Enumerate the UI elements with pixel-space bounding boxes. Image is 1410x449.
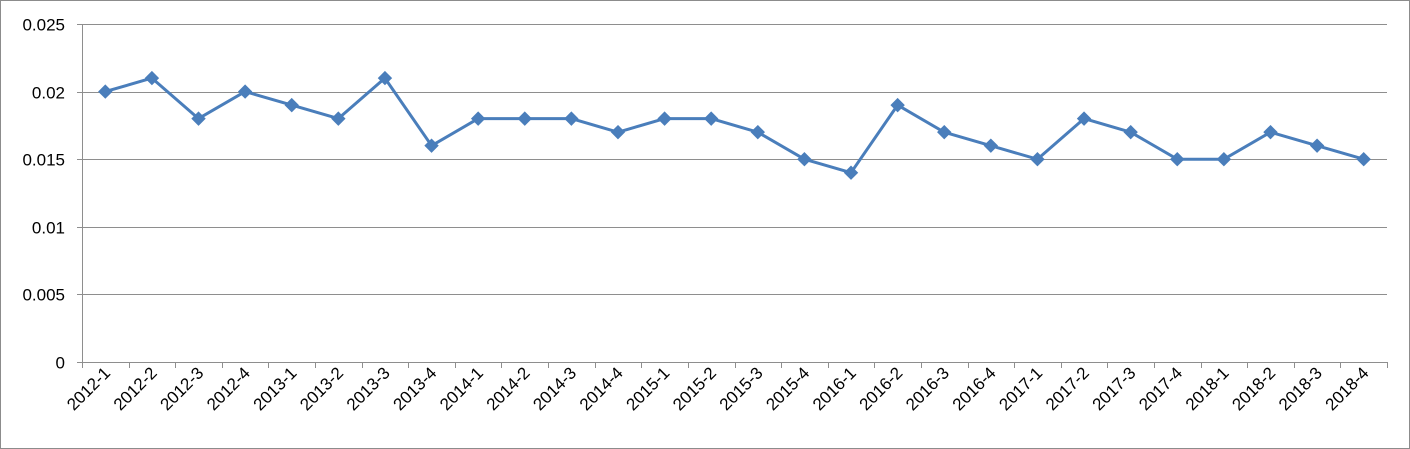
data-point-marker [843,165,859,180]
data-point-marker [937,124,952,140]
x-tick-label: 2017-3 [1089,363,1140,414]
series-line [103,76,1366,175]
data-point-marker [284,97,299,113]
gridlines [82,24,1387,295]
x-tick-label: 2018-2 [1228,363,1279,414]
x-tick-label: 2014-1 [436,363,487,414]
data-point-marker [1216,151,1232,167]
x-tick-label: 2016-2 [856,363,907,414]
y-tick-label: 0.025 [22,16,65,35]
x-tick-label: 2018-4 [1322,363,1373,414]
x-tick-label: 2015-3 [716,363,767,414]
x-tick-label: 2013-4 [390,363,441,414]
x-tick-label: 2012-2 [110,363,161,414]
x-tick-label: 2017-1 [995,363,1046,414]
x-tick-label: 2016-3 [902,363,953,414]
x-tick-label: 2014-4 [576,363,627,414]
x-axis-tick-labels: 2012-12012-22012-32012-42013-12013-22013… [63,363,1372,414]
data-point-marker [890,97,905,113]
data-point-marker [1309,138,1325,153]
data-point-marker [237,84,253,99]
data-point-marker [377,70,393,86]
x-tick-label: 2017-2 [1042,363,1093,414]
data-point-marker [1356,151,1371,167]
series-layer [98,70,1371,180]
x-tick-label: 2014-3 [529,363,580,414]
data-point-marker [983,138,999,153]
y-tick-label: 0.015 [22,151,65,170]
x-tick-label: 2018-3 [1275,363,1326,414]
x-tick-label: 2015-2 [669,363,720,414]
data-point-marker [797,151,812,167]
y-tick-label: 0.01 [32,219,65,238]
y-tick-label: 0 [56,354,65,373]
x-tick-label: 2017-4 [1135,363,1186,414]
axes [77,24,1388,368]
data-point-marker [564,111,579,126]
data-point-marker [1123,124,1138,140]
data-point-marker [191,111,206,126]
x-tick-label: 2018-1 [1182,363,1233,414]
y-axis-tick-labels: 0 0.005 0.01 0.015 0.02 0.025 [22,16,65,373]
data-point-marker [331,111,346,126]
x-tick-label: 2012-1 [63,363,114,414]
data-point-marker [1263,124,1278,140]
data-point-marker [1170,151,1185,167]
data-point-marker [657,111,672,126]
x-tick-label: 2016-4 [949,363,1000,414]
x-tick-label: 2013-2 [296,363,347,414]
y-tick-label: 0.005 [22,286,65,305]
data-point-marker [703,111,719,126]
y-tick-label: 0.02 [32,84,65,103]
x-tick-label: 2016-1 [809,363,860,414]
data-point-marker [517,111,532,126]
x-tick-label: 2013-1 [250,363,301,414]
data-point-marker [750,124,766,140]
x-tick-label: 2014-2 [483,363,534,414]
x-tick-label: 2015-1 [623,363,674,414]
data-point-marker [98,84,113,99]
data-point-marker [1030,151,1045,167]
data-point-marker [424,138,439,153]
x-tick-label: 2012-3 [156,363,207,414]
data-point-marker [144,70,160,86]
data-point-marker [1076,111,1092,126]
data-point-marker [470,111,486,126]
x-tick-label: 2013-3 [343,363,394,414]
x-tick-label: 2015-4 [762,363,813,414]
data-point-marker [610,124,626,140]
x-tick-label: 2012-4 [203,363,254,414]
